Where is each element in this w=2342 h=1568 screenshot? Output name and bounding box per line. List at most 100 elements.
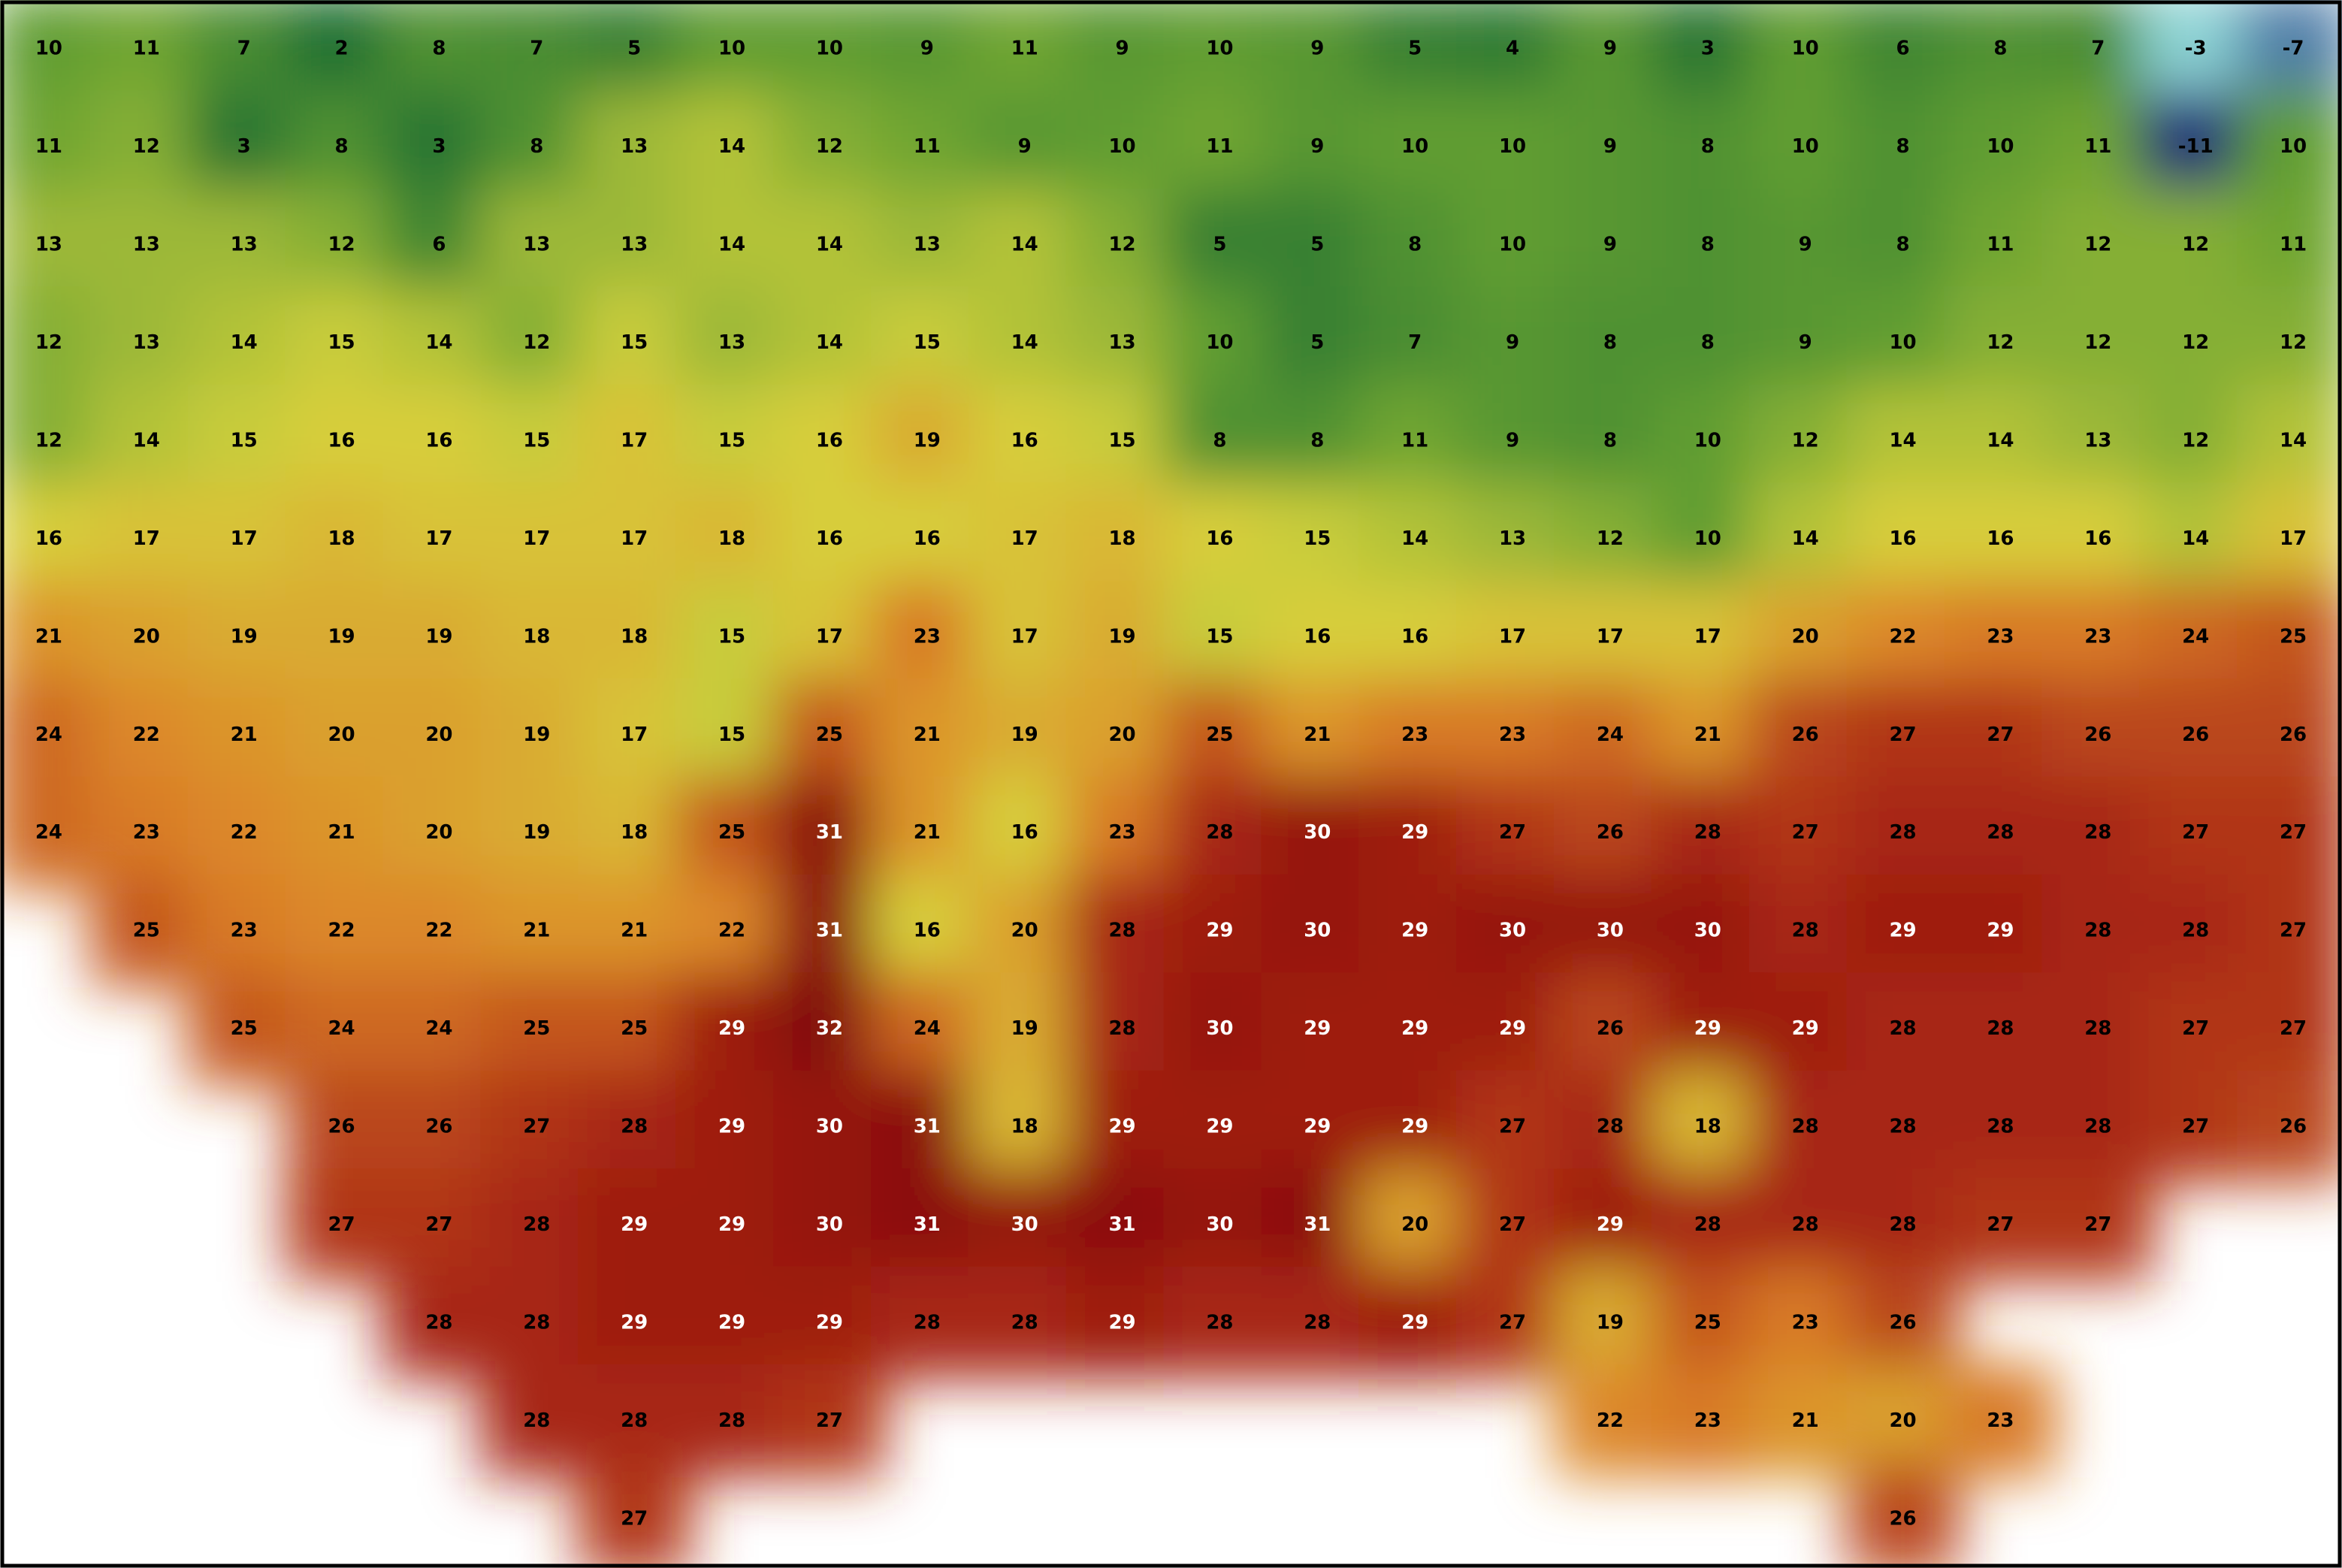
temperature-cell xyxy=(1944,1168,2057,1282)
temperature-label: 22 xyxy=(231,821,258,844)
temperature-cell xyxy=(1651,482,1764,596)
temperature-label: 9 xyxy=(1310,135,1324,158)
temperature-cell xyxy=(2139,776,2253,890)
temperature-label: 11 xyxy=(1987,234,2014,256)
temperature-cell xyxy=(968,286,1081,400)
temperature-label: 8 xyxy=(1701,234,1715,256)
temperature-cell xyxy=(578,384,691,498)
temperature-cell xyxy=(968,1168,1081,1282)
temperature-label: 5 xyxy=(1310,234,1324,256)
temperature-label: 16 xyxy=(1987,527,2014,550)
temperature-cell xyxy=(578,1168,691,1282)
temperature-label: 9 xyxy=(1799,234,1812,256)
temperature-label: 28 xyxy=(1206,821,1233,844)
temperature-cell xyxy=(480,482,594,596)
temperature-cell xyxy=(1358,384,1472,498)
temperature-label: 3 xyxy=(237,135,251,158)
temperature-cell xyxy=(2139,874,2253,988)
temperature-cell xyxy=(1748,580,1862,694)
temperature-label: 16 xyxy=(816,429,843,452)
temperature-label: 10 xyxy=(718,38,745,60)
temperature-cell xyxy=(1554,384,1667,498)
temperature-label: 11 xyxy=(1401,429,1428,452)
temperature-label: 31 xyxy=(816,821,843,844)
temperature-cell xyxy=(870,972,984,1086)
temperature-label: 22 xyxy=(328,920,355,942)
temperature-cell xyxy=(1748,874,1862,988)
temperature-cell xyxy=(480,678,594,792)
temperature-label: 24 xyxy=(35,821,62,844)
temperature-cell xyxy=(2237,678,2342,792)
temperature-cell xyxy=(0,776,105,890)
temperature-label: 20 xyxy=(1792,625,1819,648)
temperature-cell xyxy=(480,972,594,1086)
temperature-cell xyxy=(2237,90,2342,204)
temperature-cell xyxy=(2041,678,2155,792)
temperature-cell xyxy=(2237,874,2342,988)
temperature-label: 12 xyxy=(523,331,550,354)
temperature-cell xyxy=(480,1266,594,1380)
temperature-label: 20 xyxy=(328,724,355,746)
temperature-label: 23 xyxy=(1499,724,1526,746)
temperature-cell xyxy=(1748,1364,1862,1478)
temperature-label: 18 xyxy=(621,625,648,648)
temperature-cell xyxy=(382,776,496,890)
temperature-cell xyxy=(2139,972,2253,1086)
temperature-cell xyxy=(1748,384,1862,498)
temperature-cell xyxy=(1456,580,1569,694)
temperature-label: 14 xyxy=(1987,429,2014,452)
temperature-cell xyxy=(89,0,203,106)
temperature-cell xyxy=(1358,580,1472,694)
temperature-cell xyxy=(2237,972,2342,1086)
temperature-cell xyxy=(89,874,203,988)
temperature-cell xyxy=(382,972,496,1086)
temperature-label: 14 xyxy=(2280,429,2307,452)
temperature-label: 12 xyxy=(2182,429,2209,452)
temperature-label: 14 xyxy=(231,331,258,354)
temperature-label: 2 xyxy=(335,38,349,60)
temperature-label: 22 xyxy=(133,724,160,746)
temperature-label: 13 xyxy=(1499,527,1526,550)
temperature-label: 26 xyxy=(328,1116,355,1138)
temperature-label: 30 xyxy=(816,1213,843,1236)
temperature-cell xyxy=(773,1266,886,1380)
temperature-label: 30 xyxy=(1694,920,1721,942)
temperature-label: 7 xyxy=(237,38,251,60)
temperature-cell xyxy=(382,0,496,106)
temperature-cell xyxy=(1065,874,1179,988)
temperature-label: 4 xyxy=(1506,38,1519,60)
temperature-label: 17 xyxy=(816,625,843,648)
temperature-cell xyxy=(89,384,203,498)
temperature-cell xyxy=(1163,580,1277,694)
temperature-label: 29 xyxy=(1401,1311,1428,1334)
temperature-label: 18 xyxy=(523,625,550,648)
temperature-label: 10 xyxy=(1694,429,1721,452)
temperature-label: 27 xyxy=(328,1213,355,1236)
temperature-label: 14 xyxy=(718,135,745,158)
temperature-label: 26 xyxy=(2182,724,2209,746)
temperature-label: 17 xyxy=(621,724,648,746)
temperature-label: 15 xyxy=(621,331,648,354)
temperature-label: 31 xyxy=(914,1116,941,1138)
temperature-cell xyxy=(578,286,691,400)
temperature-cell xyxy=(675,90,788,204)
temperature-cell xyxy=(1163,384,1277,498)
temperature-label: 19 xyxy=(328,625,355,648)
temperature-cell xyxy=(773,580,886,694)
temperature-cell xyxy=(89,90,203,204)
temperature-label: 28 xyxy=(2182,920,2209,942)
temperature-label: 27 xyxy=(1987,1213,2014,1236)
temperature-cell xyxy=(2237,0,2342,106)
temperature-label: 21 xyxy=(328,821,355,844)
temperature-cell xyxy=(675,874,788,988)
temperature-label: 10 xyxy=(1792,38,1819,60)
temperature-cell xyxy=(870,384,984,498)
temperature-label: 17 xyxy=(621,527,648,550)
temperature-label: 29 xyxy=(1987,920,2014,942)
temperature-label: 16 xyxy=(914,920,941,942)
temperature-cell xyxy=(285,286,398,400)
temperature-cell xyxy=(1163,90,1277,204)
temperature-cell xyxy=(773,482,886,596)
temperature-label: 8 xyxy=(1213,429,1226,452)
